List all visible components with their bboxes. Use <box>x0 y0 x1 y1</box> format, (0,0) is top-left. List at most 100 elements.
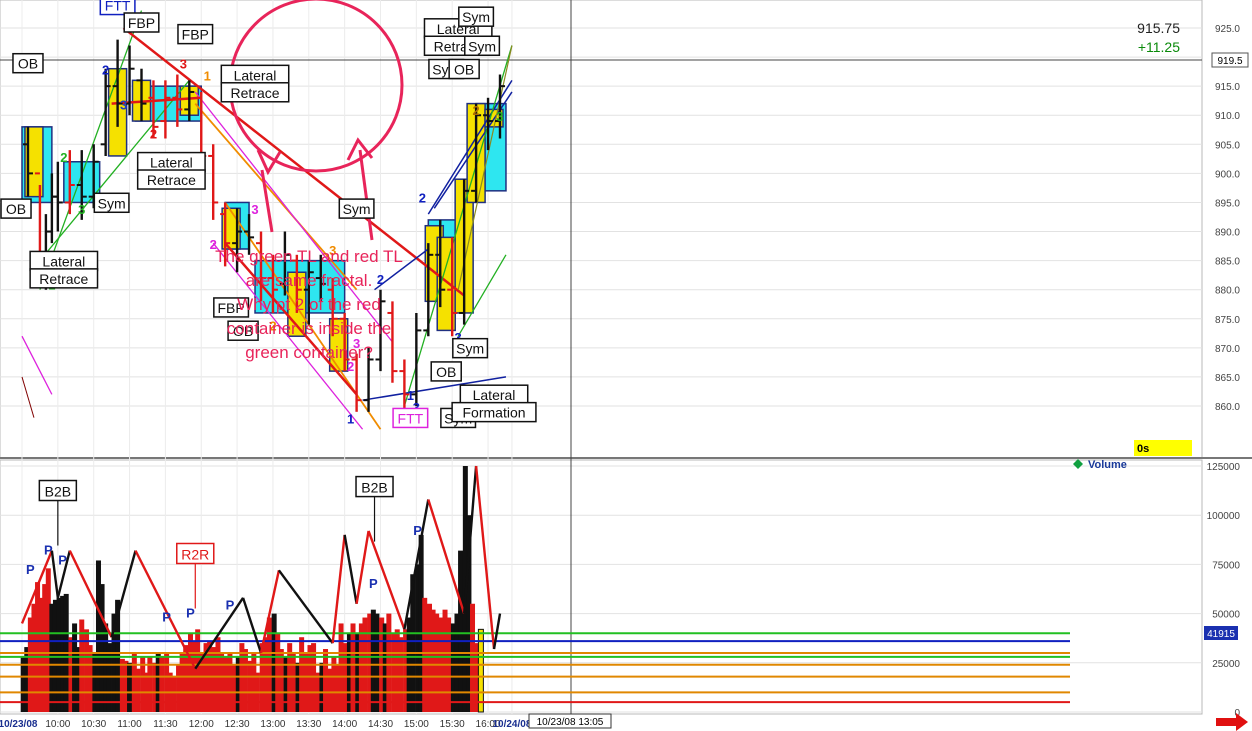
volume-bar <box>42 584 48 712</box>
cursor-time-label: 10/23/08 13:05 <box>537 717 604 728</box>
volume-bar <box>219 652 225 712</box>
volume-bar <box>422 597 428 712</box>
annotation-label: FTT <box>105 0 131 14</box>
point-label: 3 <box>353 336 360 351</box>
yellow-bar-highlight <box>328 318 349 372</box>
trend-line <box>194 91 393 343</box>
time-tick-label: 15:00 <box>404 719 429 730</box>
volume-bar <box>434 613 440 712</box>
volume-swing-line <box>462 465 478 614</box>
volume-bar <box>247 660 253 712</box>
volume-bar <box>374 613 380 712</box>
volume-bar <box>135 668 141 712</box>
trend-line <box>21 335 53 395</box>
point-label: 2 <box>150 126 157 141</box>
trend-line <box>374 248 429 291</box>
price-panel-frame <box>0 0 1203 459</box>
volume-bar <box>278 649 284 712</box>
volume-swing-line <box>427 499 466 614</box>
point-label: 2 <box>269 318 276 333</box>
volume-swing-line <box>259 570 281 654</box>
point-label: 2 <box>210 237 217 252</box>
time-tick-label: 12:30 <box>225 719 250 730</box>
volume-bar <box>152 662 158 712</box>
volume-bar <box>56 597 62 712</box>
annotation-box <box>177 23 214 45</box>
volume-bar <box>92 652 98 712</box>
volume-bar <box>223 656 229 712</box>
annotation-box <box>136 169 206 190</box>
volume-bar <box>398 637 404 712</box>
annotation-label: FBP <box>182 27 209 43</box>
volume-bar <box>275 633 281 712</box>
volume-bar <box>20 656 26 712</box>
annotation-label: Retrace <box>147 172 196 188</box>
annotation-label: OB <box>454 62 474 78</box>
volume-bar <box>403 629 409 712</box>
annotation-box <box>29 268 99 289</box>
trend-line <box>122 27 465 297</box>
volume-bar <box>283 656 289 712</box>
volume-bar <box>302 652 308 712</box>
volume-bar <box>95 560 101 712</box>
volume-bar <box>84 629 90 712</box>
volume-bar <box>355 633 361 712</box>
point-label: 2 <box>472 103 479 118</box>
trend-line <box>457 254 507 337</box>
price-tick-label: 875.0 <box>1215 315 1240 326</box>
annotation-box <box>0 198 32 219</box>
annotation-box <box>99 0 136 16</box>
volume-bar <box>227 652 233 712</box>
pointer-arrow <box>260 169 274 233</box>
price-tick-label: 880.0 <box>1215 286 1240 297</box>
annotation-label: Sym <box>468 38 496 54</box>
volume-bar <box>323 649 329 712</box>
volume-bar <box>454 613 460 712</box>
volume-bar <box>346 633 352 712</box>
volume-swing-line <box>241 597 263 654</box>
volume-bar <box>350 623 356 712</box>
trend-line <box>212 242 364 430</box>
question-line-1: The green TL and red TL <box>215 247 403 266</box>
annotations: 1232323123232312132323OBOBLateralRetrace… <box>0 0 537 624</box>
pointer-arrowhead <box>346 137 374 161</box>
point-label: 2 <box>377 272 384 287</box>
annotation-box <box>123 12 160 33</box>
volume-bar <box>235 656 241 712</box>
volume-bar <box>370 609 376 712</box>
time-tick-label: 11:30 <box>153 719 178 730</box>
p-marker: P <box>58 552 67 567</box>
volume-bar <box>131 652 137 712</box>
volume-bar <box>386 613 392 712</box>
scroll-right-arrow-icon[interactable] <box>1216 713 1248 731</box>
volume-swing-line <box>403 499 430 630</box>
volume-bar <box>307 645 313 712</box>
trend-line <box>194 103 358 291</box>
volume-title: Volume <box>1088 459 1127 471</box>
volume-bar <box>458 550 464 712</box>
time-tick-label: 11:00 <box>117 719 142 730</box>
volume-swing-line <box>56 550 71 599</box>
volume-bars <box>0 465 1070 713</box>
time-tick-label: 14:30 <box>368 719 393 730</box>
volume-swing-line <box>50 550 60 599</box>
annotation-label: OB <box>436 364 456 380</box>
annotation-label: Retrace <box>231 85 280 101</box>
volume-bar <box>38 597 44 712</box>
annotation-label: Lateral <box>234 67 277 83</box>
volume-bar <box>394 629 400 712</box>
volume-swing-line <box>194 597 245 670</box>
volume-swing-line <box>110 550 137 638</box>
annotation-label: Sym <box>98 195 126 211</box>
annotation-label: Sym <box>462 9 490 25</box>
annotation-label: Sym <box>343 201 371 217</box>
point-label: 3 <box>413 400 420 415</box>
annotation-box <box>448 58 480 80</box>
annotation-label: Lateral <box>473 387 516 403</box>
volume-bar <box>450 623 456 712</box>
point-label: 3 <box>78 202 85 217</box>
point-label: 3 <box>251 202 258 217</box>
volume-bar <box>231 664 237 712</box>
status-box <box>1134 440 1192 456</box>
